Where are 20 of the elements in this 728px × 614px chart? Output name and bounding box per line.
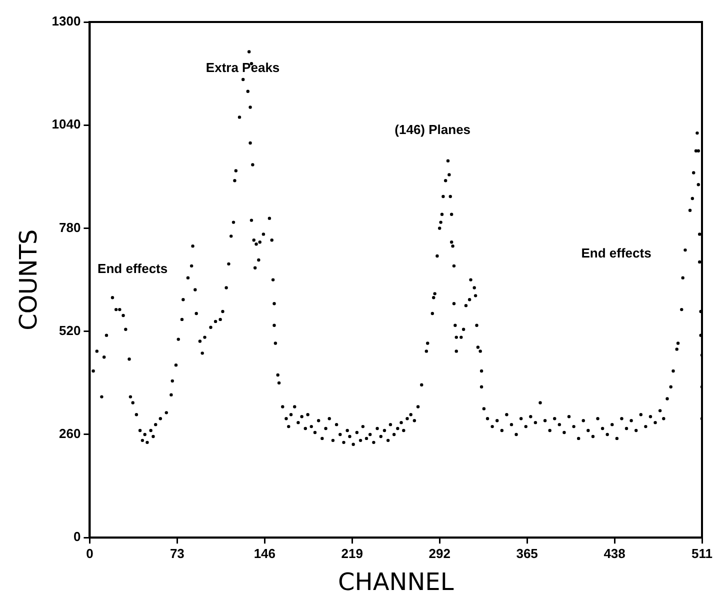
annotation: End effects <box>98 261 168 276</box>
x-tick-label: 292 <box>428 546 450 561</box>
annotation: End effects <box>581 246 652 261</box>
x-axis-title: CHANNEL <box>338 568 454 596</box>
y-tick-label: 1040 <box>52 116 81 132</box>
x-tick-label: 146 <box>254 546 276 561</box>
y-tick-label: 520 <box>59 322 81 338</box>
annotation: Extra Peaks <box>206 60 280 75</box>
y-tick-label: 260 <box>59 426 81 442</box>
x-tick-label: 438 <box>604 546 626 561</box>
y-tick-label: 0 <box>73 529 81 544</box>
x-tick-label: 219 <box>341 546 363 561</box>
annotation: (146) Planes <box>394 122 471 137</box>
y-tick-label: 780 <box>59 220 81 235</box>
y-axis-title: COUNTS <box>14 229 43 330</box>
y-tick-label: 1300 <box>52 14 81 29</box>
x-tick-label: 73 <box>170 546 184 561</box>
x-tick-label: 365 <box>516 546 538 561</box>
x-tick-label: 0 <box>86 546 94 561</box>
x-tick-label: 511 <box>692 546 712 561</box>
